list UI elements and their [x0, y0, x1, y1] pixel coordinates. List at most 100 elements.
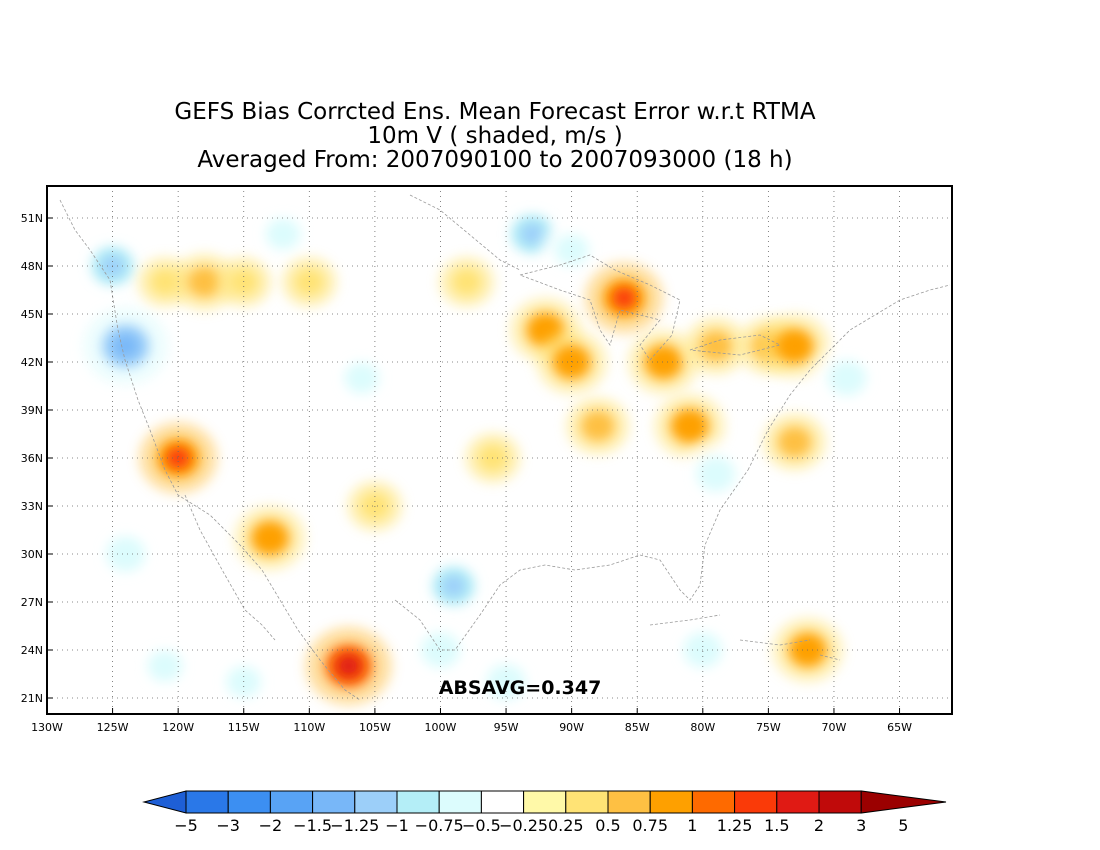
- title-line-2: 10m V ( shaded, m/s ): [367, 123, 623, 149]
- colorbar-tick-label: 0.75: [632, 816, 668, 835]
- field-blob: [451, 268, 482, 296]
- lon-tick-label: 120W: [162, 721, 194, 734]
- lon-tick-label: 110W: [293, 721, 325, 734]
- absavg-label: ABSAVG=0.347: [439, 677, 602, 699]
- lon-tick-label: 65W: [887, 721, 912, 734]
- field-blob: [166, 447, 190, 469]
- field-blob: [149, 268, 181, 296]
- colorbar-swatch: [607, 790, 651, 814]
- colorbar-swatch: [649, 790, 693, 814]
- field-blob: [250, 520, 290, 556]
- field-blob: [335, 654, 362, 678]
- lat-tick-label: 48N: [21, 260, 43, 273]
- field-blob: [580, 410, 616, 442]
- colorbar-swatch: [734, 790, 778, 814]
- colorbar-tick-label: 1.5: [764, 816, 789, 835]
- field-blob: [670, 408, 710, 444]
- lat-tick-label: 21N: [21, 692, 43, 705]
- field-blob: [112, 334, 139, 358]
- field-blob: [106, 536, 146, 572]
- field-blob: [644, 344, 683, 380]
- field-blob: [441, 575, 466, 597]
- lat-tick-label: 30N: [21, 548, 43, 561]
- field-blob: [698, 330, 734, 362]
- longitude-labels: 130W 125W 120W 115W 110W 105W 100W 95W 90W 85W 80W…: [31, 721, 912, 734]
- east-coast: [747, 284, 951, 471]
- colorbar-tick-label: 5: [898, 816, 908, 835]
- title-line-3: Averaged From: 2007090100 to 2007093000 …: [197, 147, 793, 173]
- colorbar-tick-label: −0.25: [499, 816, 548, 835]
- field-blob: [265, 218, 301, 250]
- colorbar-tick-label: −2: [259, 816, 283, 835]
- colorbar-left-arrow: [142, 790, 187, 814]
- colorbar-tick-label: −3: [216, 816, 240, 835]
- lat-tick-label: 51N: [21, 212, 43, 225]
- lon-tick-label: 130W: [31, 721, 63, 734]
- title-line-1: GEFS Bias Corrcted Ens. Mean Forecast Er…: [174, 99, 816, 125]
- colorbar-tick-label: 0.5: [595, 816, 620, 835]
- lon-tick-label: 100W: [425, 721, 457, 734]
- colorbar-swatch: [312, 790, 356, 814]
- colorbar-tick-label: −0.75: [415, 816, 464, 835]
- lat-tick-label: 45N: [21, 308, 43, 321]
- lon-tick-label: 125W: [97, 721, 129, 734]
- colorbar-swatch: [776, 790, 820, 814]
- field-blob: [344, 362, 380, 394]
- field-blob: [147, 650, 183, 682]
- colorbar-swatch: [227, 790, 271, 814]
- colorbar-right-arrow: [860, 790, 947, 814]
- colorbar-tick-label: 2: [814, 816, 824, 835]
- field-blob: [612, 287, 636, 309]
- colorbar-swatch: [523, 790, 567, 814]
- lat-tick-label: 39N: [21, 404, 43, 417]
- colorbar-tick-label: 0.25: [548, 816, 584, 835]
- lon-tick-label: 95W: [494, 721, 519, 734]
- lat-tick-label: 24N: [21, 644, 43, 657]
- latitude-labels: 51N 48N 45N 42N 39N 36N 33N 30N 27N 24N 21N: [21, 212, 43, 705]
- colorbar-tick-label: −0.5: [462, 816, 501, 835]
- lat-tick-label: 36N: [21, 452, 43, 465]
- map-frame: [46, 185, 953, 715]
- shaded-field: [73, 198, 883, 714]
- colorbar-tick-label: 3: [856, 816, 866, 835]
- lat-tick-label: 27N: [21, 596, 43, 609]
- colorbar-swatch: [185, 790, 229, 814]
- lon-tick-label: 115W: [228, 721, 260, 734]
- lon-tick-label: 90W: [559, 721, 584, 734]
- baja-coast: [184, 494, 276, 641]
- colorbar-swatch: [438, 790, 482, 814]
- colorbar-tick-label: −1.25: [330, 816, 379, 835]
- graticule: [46, 186, 952, 714]
- field-blob: [554, 234, 589, 266]
- hudson-bay-edge: [409, 194, 521, 271]
- colorbar-tick-label: −1: [385, 816, 409, 835]
- lat-tick-label: 33N: [21, 500, 43, 513]
- lon-tick-label: 105W: [359, 721, 391, 734]
- lon-tick-label: 75W: [756, 721, 781, 734]
- lat-tick-label: 42N: [21, 356, 43, 369]
- field-blob: [827, 360, 867, 396]
- colorbar-swatch: [691, 790, 736, 814]
- colorbar-swatch: [354, 790, 398, 814]
- great-lakes: [518, 254, 782, 361]
- colorbar-tick-label: −5: [174, 816, 198, 835]
- colorbar-tick-label: 1.25: [717, 816, 753, 835]
- field-blob: [775, 328, 814, 364]
- field-blob: [520, 223, 545, 245]
- coastlines: [59, 194, 951, 701]
- lon-tick-label: 70W: [822, 721, 847, 734]
- field-blob: [777, 426, 812, 458]
- colorbar-swatch: [396, 790, 440, 814]
- colorbar-swatch: [480, 790, 525, 814]
- field-blob: [696, 456, 736, 492]
- field-blob: [421, 632, 460, 668]
- west-coast: [59, 199, 361, 701]
- colorbar-tick-label: 1: [687, 816, 697, 835]
- title-block: GEFS Bias Corrcted Ens. Mean Forecast Er…: [0, 100, 990, 172]
- colorbar-tick-label: −1.5: [293, 816, 332, 835]
- colorbar-swatch: [269, 790, 314, 814]
- lon-tick-label: 85W: [625, 721, 650, 734]
- colorbar-swatch: [565, 790, 609, 814]
- colorbar-swatch: [818, 790, 862, 814]
